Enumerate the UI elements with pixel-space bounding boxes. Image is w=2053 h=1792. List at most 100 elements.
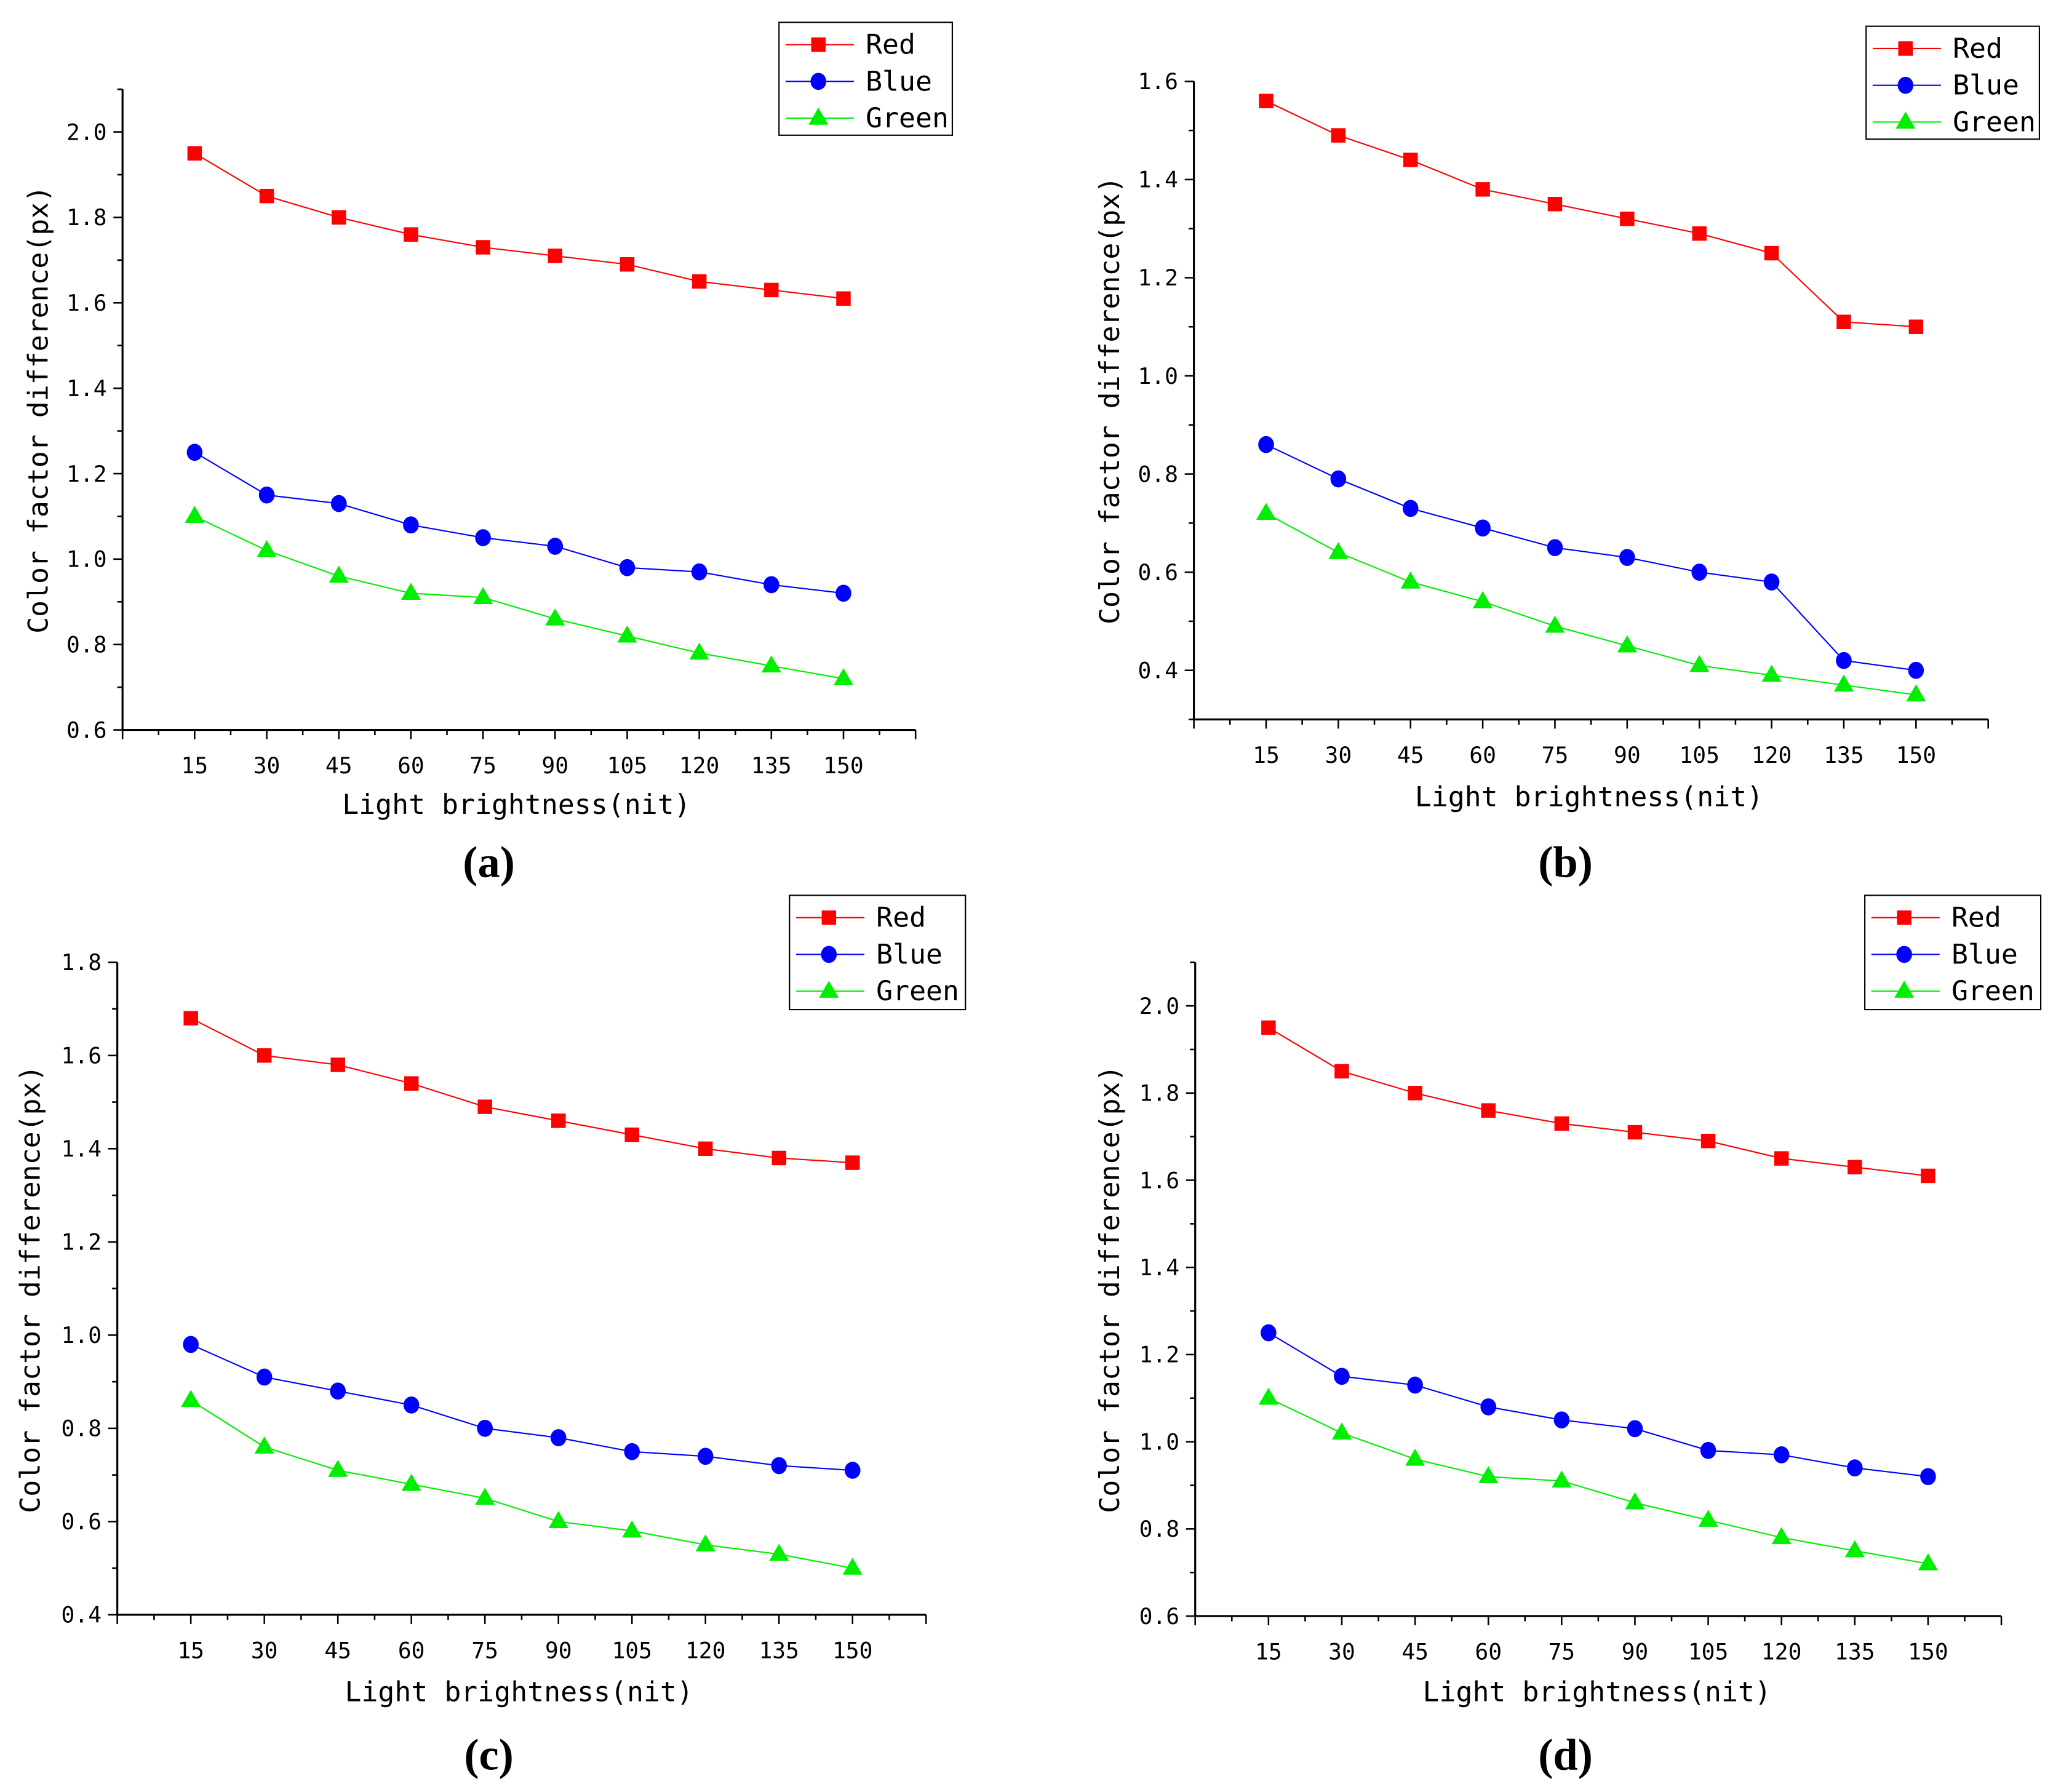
data-point-blue <box>1475 519 1491 537</box>
data-point-red <box>845 1155 860 1170</box>
series-green <box>1256 503 1926 702</box>
x-axis-label: Light brightness(nit) <box>1415 780 1763 813</box>
data-point-blue <box>1908 661 1924 679</box>
data-point-blue <box>1258 436 1274 453</box>
data-point-blue <box>771 1457 787 1475</box>
data-point-blue <box>1847 1459 1863 1477</box>
data-point-red <box>1475 182 1490 197</box>
x-tick-label: 105 <box>612 1637 652 1663</box>
x-tick-label: 120 <box>1761 1638 1802 1665</box>
legend-label-red: Red <box>876 901 926 934</box>
data-point-blue <box>475 529 491 546</box>
data-point-red <box>1481 1103 1496 1118</box>
x-tick-label: 15 <box>181 752 209 779</box>
y-tick-label: 1.4 <box>66 375 107 402</box>
y-tick-label: 1.2 <box>1139 1342 1180 1368</box>
data-point-green <box>475 1487 495 1505</box>
data-point-green <box>1478 1466 1499 1483</box>
x-tick-label: 15 <box>1253 742 1280 768</box>
series-line-red <box>194 153 844 300</box>
data-point-green <box>617 625 637 643</box>
chart-panel-4: 15 30 45 60 75 90 105 120 135 150 0.6 0.8 1.0 1.2 1.4 1… <box>1093 894 2042 1780</box>
data-point-red <box>548 249 563 263</box>
data-point-blue <box>258 486 275 504</box>
data-point-blue <box>619 559 636 576</box>
data-point-red <box>476 240 490 255</box>
data-point-red <box>624 1127 639 1142</box>
legend-marker-red <box>811 37 826 52</box>
legend-marker-green <box>819 981 839 998</box>
data-point-red <box>1700 1134 1716 1149</box>
legend-marker-green <box>808 107 829 125</box>
y-tick-label: 0.4 <box>62 1602 102 1628</box>
x-tick-label: 30 <box>1325 742 1352 768</box>
panel-label: (a) <box>463 837 515 887</box>
x-tick-label: 135 <box>751 752 792 779</box>
data-point-blue <box>1402 500 1419 517</box>
x-tick-label: 105 <box>1679 742 1720 768</box>
data-point-red <box>1692 226 1707 241</box>
x-tick-label: 45 <box>1401 1638 1429 1665</box>
data-point-blue <box>403 1396 420 1414</box>
data-point-red <box>698 1141 713 1157</box>
chart-panel-1: 15 30 45 60 75 90 105 120 135 150 0.6 0.8 1.0 1.2 1.4 1… <box>22 22 953 887</box>
y-tick-label: 2.0 <box>66 119 107 145</box>
legend-marker-red <box>1898 41 1913 56</box>
x-tick-label: 45 <box>1397 742 1424 768</box>
y-tick-label: 1.2 <box>62 1229 102 1256</box>
x-tick-label: 75 <box>1548 1638 1575 1665</box>
y-tick-label: 1.0 <box>66 546 107 573</box>
data-point-green <box>329 565 349 583</box>
data-point-red <box>1774 1151 1789 1166</box>
series-red <box>183 1011 860 1170</box>
data-point-green <box>622 1520 642 1538</box>
data-point-red <box>477 1099 492 1114</box>
y-axis-label: Color factor difference(px) <box>1093 1065 1126 1513</box>
data-point-blue <box>624 1443 640 1460</box>
data-point-green <box>401 1473 421 1491</box>
data-point-green <box>1552 1470 1572 1488</box>
y-tick-label: 0.6 <box>66 717 107 743</box>
series-line-red <box>1266 100 1916 328</box>
x-tick-label: 90 <box>1614 742 1641 768</box>
data-point-green <box>1331 1422 1352 1440</box>
x-tick-label: 75 <box>469 752 496 779</box>
chart-panel-2: 15 30 45 60 75 90 105 120 135 150 0.4 0.6 0.8 1.0 1.2 1… <box>1093 25 2040 887</box>
y-axis-label: Color factor difference(px) <box>14 1065 47 1513</box>
y-tick-label: 1.8 <box>66 204 107 231</box>
series-blue <box>1261 1324 1936 1486</box>
data-point-blue <box>763 576 779 594</box>
x-tick-label: 90 <box>1622 1638 1649 1665</box>
data-point-red <box>1334 1064 1349 1079</box>
x-tick-label: 30 <box>1328 1638 1355 1665</box>
series-line-blue <box>190 1344 853 1471</box>
data-point-blue <box>403 516 419 534</box>
chart-panel-3: 15 30 45 60 75 90 105 120 135 150 0.4 0.6 0.8 1.0 1.2 1… <box>14 894 967 1780</box>
data-point-blue <box>1407 1376 1423 1394</box>
data-point-green <box>1761 664 1782 682</box>
data-point-blue <box>1920 1468 1936 1486</box>
data-point-red <box>1921 1168 1935 1184</box>
series-line-green <box>194 516 844 680</box>
data-point-blue <box>1773 1446 1790 1463</box>
legend-label-green: Green <box>876 974 959 1007</box>
data-point-blue <box>1627 1420 1643 1438</box>
x-tick-label: 135 <box>1835 1638 1875 1665</box>
data-point-green <box>257 540 277 557</box>
data-point-blue <box>1619 549 1635 567</box>
x-tick-label: 150 <box>1896 742 1937 768</box>
y-tick-label: 1.4 <box>1139 1254 1180 1281</box>
data-point-green <box>1918 1553 1938 1571</box>
series-line-blue <box>1266 444 1916 671</box>
data-point-blue <box>1547 539 1563 557</box>
series-green <box>1258 1387 1938 1571</box>
x-tick-label: 120 <box>685 1637 726 1663</box>
x-tick-label: 30 <box>251 1637 278 1663</box>
x-tick-label: 45 <box>324 1637 351 1663</box>
data-point-red <box>187 146 202 161</box>
data-point-blue <box>1261 1324 1277 1342</box>
data-point-red <box>551 1113 566 1128</box>
x-tick-label: 15 <box>1255 1638 1282 1665</box>
legend-marker-green <box>1894 981 1915 998</box>
